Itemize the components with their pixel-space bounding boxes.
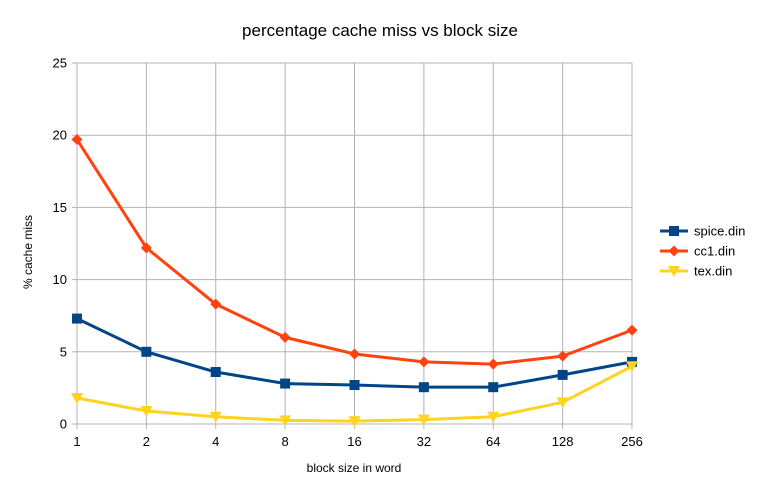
legend-marker — [669, 226, 679, 236]
data-point — [349, 380, 360, 391]
data-point — [210, 367, 221, 378]
data-point — [209, 411, 222, 423]
x-axis-label: block size in word — [307, 461, 402, 475]
data-point — [348, 416, 361, 428]
data-point — [556, 397, 569, 409]
series-spice-din — [72, 313, 637, 393]
data-point — [488, 382, 499, 393]
legend-label: tex.din — [694, 264, 732, 279]
data-point — [71, 393, 83, 405]
data-point — [418, 356, 430, 368]
axes — [72, 62, 633, 429]
data-point — [626, 361, 638, 373]
x-tick-label: 16 — [347, 434, 361, 449]
x-tick-label: 256 — [621, 434, 643, 449]
series-layer — [71, 134, 638, 428]
y-tick-label: 0 — [60, 417, 67, 432]
data-point — [557, 350, 569, 362]
legend: spice.din cc1.din tex.din — [660, 224, 745, 279]
data-point — [279, 331, 291, 343]
series-tex-din — [71, 361, 638, 428]
x-tick-label: 1 — [73, 434, 80, 449]
data-point — [280, 378, 291, 389]
data-point — [626, 324, 638, 336]
data-point — [418, 382, 429, 393]
series-cc1-din — [71, 134, 638, 370]
data-point — [557, 369, 568, 380]
y-tick-label: 25 — [53, 56, 67, 71]
x-tick-label: 8 — [282, 434, 289, 449]
legend-item: tex.din — [660, 264, 732, 279]
data-point — [279, 415, 292, 427]
x-tick-label: 64 — [486, 434, 500, 449]
data-point — [210, 298, 222, 310]
data-point — [141, 346, 152, 357]
data-point — [71, 134, 83, 146]
data-point — [487, 358, 499, 370]
y-tick-label: 20 — [53, 128, 67, 143]
legend-label: spice.din — [694, 224, 745, 239]
grid — [76, 62, 633, 425]
x-tick-label: 4 — [212, 434, 219, 449]
legend-item: cc1.din — [660, 244, 735, 259]
y-tick-label: 15 — [53, 200, 67, 215]
x-tick-label: 32 — [417, 434, 431, 449]
legend-label: cc1.din — [694, 244, 735, 259]
x-tick-label: 128 — [552, 434, 574, 449]
data-point — [349, 348, 360, 360]
y-tick-label: 10 — [53, 272, 67, 287]
data-point — [417, 414, 430, 426]
x-tick-label: 2 — [143, 434, 150, 449]
chart-title: percentage cache miss vs block size — [242, 21, 518, 40]
data-point — [140, 242, 152, 254]
data-point — [140, 406, 153, 418]
data-point — [487, 411, 500, 423]
tick-labels: 0 5 10 15 20 25 1 2 4 8 16 32 64 128 256 — [53, 56, 643, 450]
legend-marker — [668, 266, 680, 277]
y-axis-label: % cache miss — [21, 215, 35, 289]
data-point — [72, 313, 82, 324]
legend-marker — [668, 245, 680, 257]
y-tick-label: 5 — [60, 344, 67, 359]
legend-item: spice.din — [660, 224, 745, 239]
